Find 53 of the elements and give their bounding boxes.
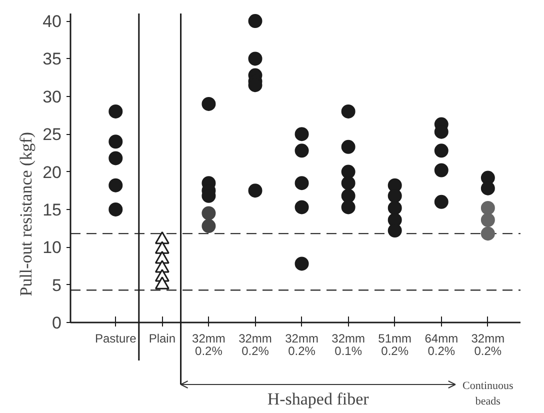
x-tick-label: 32mm 0.1% xyxy=(332,332,365,358)
point xyxy=(388,188,402,203)
point xyxy=(248,14,262,28)
y-tick-label: 5 xyxy=(52,276,62,295)
x-tick-label: 32mm 0.2% xyxy=(471,332,505,358)
x-tick-label: 32mm 0.2% xyxy=(192,332,226,358)
point xyxy=(108,178,123,192)
point xyxy=(388,200,402,215)
point xyxy=(202,96,216,111)
y-tick-label: 35 xyxy=(42,50,62,69)
x-tick-label: 64mm 0.2% xyxy=(424,332,458,358)
point xyxy=(294,176,309,190)
point xyxy=(480,213,495,227)
x-tick-label: 32mm 0.2% xyxy=(238,332,272,358)
y-tick-label: 30 xyxy=(42,87,62,106)
point xyxy=(108,151,123,166)
point xyxy=(388,224,402,238)
x-tick-label: 51mm 0.2% xyxy=(378,332,412,358)
point xyxy=(341,176,356,190)
point xyxy=(434,144,448,158)
point xyxy=(108,202,123,216)
point xyxy=(434,163,448,178)
text: H-shaped fiber xyxy=(267,390,370,408)
point xyxy=(294,144,309,158)
point xyxy=(248,184,262,198)
x-tick-label: 32mm 0.2% xyxy=(285,332,318,358)
point xyxy=(480,226,495,241)
point xyxy=(341,188,356,203)
point xyxy=(202,206,216,220)
y-tick-label: 10 xyxy=(42,238,62,258)
point xyxy=(108,104,123,118)
y-tick-label: 40 xyxy=(42,12,62,32)
text: Continuous beads xyxy=(462,380,514,408)
y-tick-label: 25 xyxy=(42,125,62,144)
point xyxy=(294,127,309,142)
y-tick-label: 0 xyxy=(52,314,62,332)
point xyxy=(341,164,356,179)
point xyxy=(341,140,356,154)
x-tick-label: Pasture xyxy=(94,332,137,346)
point xyxy=(480,181,495,196)
point xyxy=(341,104,356,118)
point xyxy=(341,200,356,214)
y-tick-label: 15 xyxy=(42,200,62,220)
point xyxy=(480,200,495,215)
point xyxy=(248,52,262,66)
x-tick-label: Plain xyxy=(148,332,176,346)
point xyxy=(202,219,216,234)
point xyxy=(294,256,309,271)
point xyxy=(434,194,448,209)
y-tick-label: 20 xyxy=(42,162,62,182)
point xyxy=(294,200,309,214)
y-axis-title: Pull-out resistance (kgf) xyxy=(16,132,36,296)
point xyxy=(108,134,123,149)
